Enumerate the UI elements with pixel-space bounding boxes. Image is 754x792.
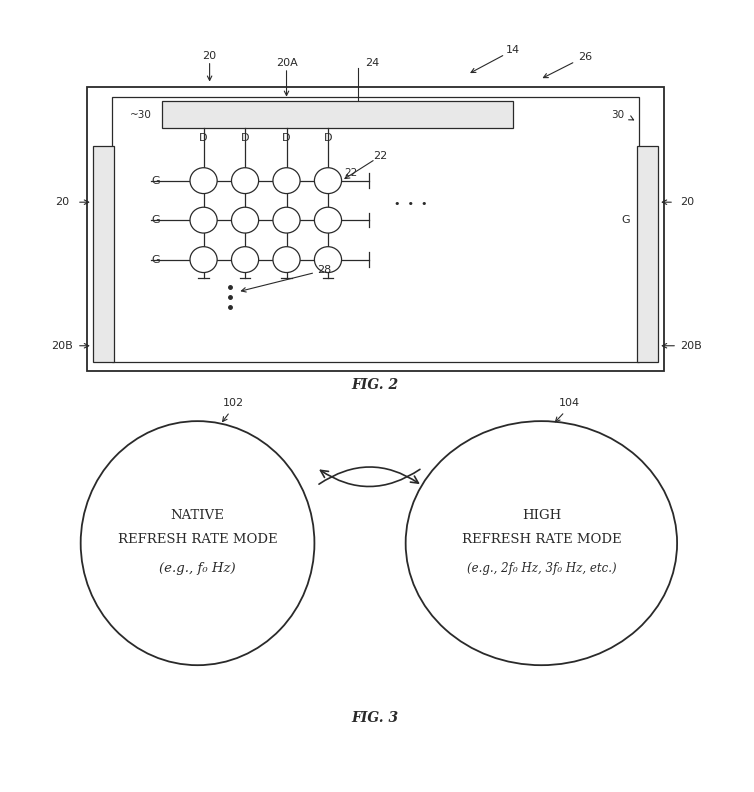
Text: 22: 22 — [373, 150, 388, 161]
Text: 26: 26 — [578, 52, 592, 63]
Text: 20: 20 — [55, 197, 69, 208]
Circle shape — [273, 208, 300, 233]
Circle shape — [273, 168, 300, 193]
Text: 14: 14 — [506, 45, 520, 55]
Text: 102: 102 — [223, 398, 244, 408]
Text: HIGH: HIGH — [522, 509, 561, 523]
Text: 30: 30 — [611, 109, 624, 120]
Circle shape — [231, 168, 259, 193]
Bar — [87, 87, 664, 371]
Text: G: G — [152, 254, 161, 265]
Text: 104: 104 — [559, 398, 580, 408]
Text: 24: 24 — [365, 58, 379, 68]
Circle shape — [314, 208, 342, 233]
Ellipse shape — [81, 421, 314, 665]
Text: REFRESH RATE MODE: REFRESH RATE MODE — [461, 533, 621, 546]
Text: 28: 28 — [317, 265, 331, 275]
Text: G: G — [152, 215, 161, 225]
Circle shape — [273, 246, 300, 272]
Circle shape — [190, 168, 217, 193]
Bar — [162, 101, 513, 128]
Text: 20A: 20A — [276, 58, 297, 68]
Text: FIG. 3: FIG. 3 — [351, 710, 398, 725]
Text: D: D — [323, 132, 333, 143]
Text: NATIVE: NATIVE — [170, 509, 225, 523]
Circle shape — [231, 246, 259, 272]
Circle shape — [314, 168, 342, 193]
Text: G: G — [152, 176, 161, 185]
Text: •  •  •: • • • — [394, 199, 428, 208]
FancyArrowPatch shape — [319, 467, 418, 484]
Bar — [637, 147, 658, 361]
Text: ~30: ~30 — [130, 109, 152, 120]
Text: 20: 20 — [681, 197, 694, 208]
Text: REFRESH RATE MODE: REFRESH RATE MODE — [118, 533, 277, 546]
Text: G: G — [621, 215, 630, 225]
Circle shape — [314, 246, 342, 272]
Text: (e.g., f₀ Hz): (e.g., f₀ Hz) — [159, 562, 236, 575]
Text: D: D — [199, 132, 208, 143]
Bar — [112, 97, 639, 361]
Bar — [93, 147, 114, 361]
Circle shape — [190, 246, 217, 272]
Text: 20B: 20B — [680, 341, 701, 351]
Text: 20B: 20B — [51, 341, 72, 351]
Circle shape — [190, 208, 217, 233]
FancyArrowPatch shape — [320, 470, 420, 486]
Text: D: D — [241, 132, 250, 143]
Text: D: D — [282, 132, 291, 143]
Ellipse shape — [406, 421, 677, 665]
Text: 22: 22 — [345, 169, 358, 178]
Circle shape — [231, 208, 259, 233]
Text: FIG. 2: FIG. 2 — [351, 378, 398, 391]
Text: 20: 20 — [203, 51, 216, 61]
Text: (e.g., 2f₀ Hz, 3f₀ Hz, etc.): (e.g., 2f₀ Hz, 3f₀ Hz, etc.) — [467, 562, 616, 575]
